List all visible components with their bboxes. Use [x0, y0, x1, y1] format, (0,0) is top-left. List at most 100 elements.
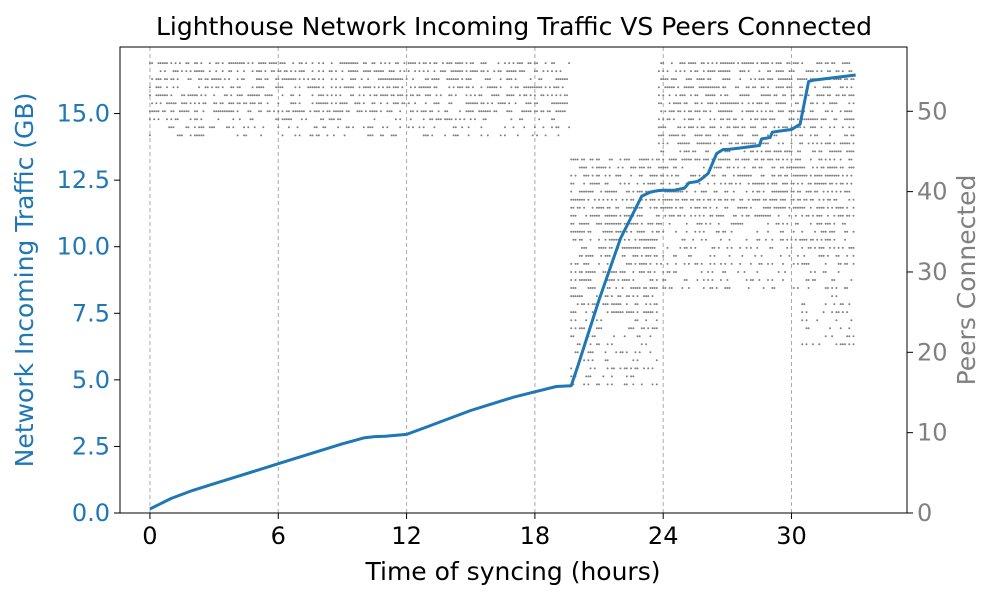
- peer-point: [788, 254, 791, 257]
- peer-point: [193, 94, 196, 97]
- peer-point: [848, 158, 851, 161]
- peer-point: [782, 198, 784, 201]
- peer-point: [350, 78, 352, 81]
- peer-point: [628, 295, 630, 298]
- peer-point: [698, 110, 701, 113]
- peer-point: [792, 182, 795, 185]
- peer-point: [679, 62, 682, 65]
- peer-point: [670, 134, 673, 137]
- peer-point: [694, 94, 697, 97]
- peer-point: [373, 62, 376, 65]
- peer-point: [726, 110, 729, 113]
- peer-point: [625, 383, 628, 386]
- peer-point: [578, 206, 581, 209]
- peer-point: [217, 110, 220, 113]
- peer-point: [418, 94, 421, 97]
- peer-point: [638, 271, 641, 273]
- peer-point: [687, 118, 690, 121]
- peer-point: [711, 174, 714, 177]
- peer-point: [726, 126, 729, 129]
- peer-point: [330, 86, 333, 89]
- peer-point: [820, 238, 823, 241]
- peer-point: [157, 110, 160, 113]
- peer-point: [743, 70, 746, 73]
- peer-point: [630, 230, 633, 233]
- peer-point: [816, 102, 819, 105]
- peer-point: [826, 222, 829, 225]
- peer-point: [352, 78, 355, 81]
- peer-point: [782, 182, 784, 185]
- peer-point: [610, 295, 613, 298]
- peer-point: [767, 222, 769, 225]
- peer-point: [574, 279, 577, 281]
- peer-point: [677, 126, 680, 129]
- peer-point: [437, 118, 440, 121]
- peer-point: [600, 319, 603, 322]
- peer-point: [474, 102, 476, 105]
- peer-point: [814, 134, 816, 137]
- peer-point: [354, 102, 357, 105]
- peer-point: [807, 287, 810, 289]
- peer-point: [371, 102, 374, 105]
- peer-point: [574, 198, 577, 201]
- peer-point: [741, 134, 744, 137]
- peer-point: [561, 102, 564, 105]
- peer-point: [606, 230, 609, 233]
- peer-point: [822, 271, 825, 273]
- peer-point: [694, 214, 697, 217]
- peer-point: [332, 118, 335, 121]
- peer-point: [270, 94, 273, 97]
- peer-point: [651, 230, 654, 233]
- peer-point: [610, 367, 613, 370]
- peer-point: [662, 134, 665, 137]
- peer-point: [666, 118, 669, 121]
- peer-point: [311, 62, 314, 65]
- peer-point: [193, 134, 196, 137]
- peer-point: [595, 327, 598, 330]
- peer-point: [741, 214, 744, 217]
- peer-point: [628, 238, 630, 241]
- peer-point: [503, 126, 506, 129]
- peer-point: [709, 78, 712, 81]
- peer-point: [465, 62, 468, 65]
- peer-point: [444, 134, 447, 137]
- peer-point: [281, 62, 284, 65]
- peer-point: [330, 78, 333, 81]
- peer-point: [555, 86, 558, 89]
- peer-point: [743, 158, 746, 161]
- peer-point: [835, 343, 838, 346]
- peer-point: [833, 102, 836, 105]
- peer-point: [707, 78, 710, 81]
- peer-point: [717, 230, 720, 233]
- peer-point: [640, 271, 643, 273]
- peer-point: [589, 214, 592, 217]
- peer-point: [822, 246, 825, 249]
- peer-point: [208, 126, 211, 129]
- peer-point: [638, 166, 641, 169]
- peer-point: [615, 351, 618, 354]
- peer-point: [583, 158, 586, 161]
- peer-point: [439, 94, 442, 97]
- peer-point: [814, 118, 816, 121]
- peer-point: [151, 102, 154, 105]
- peer-point: [307, 86, 310, 89]
- peer-point: [211, 78, 213, 81]
- peer-point: [178, 62, 181, 65]
- peer-point: [655, 279, 658, 281]
- peer-point: [816, 94, 819, 97]
- peer-point: [732, 190, 735, 193]
- peer-point: [176, 70, 179, 73]
- peer-point: [371, 62, 374, 65]
- peer-point: [628, 182, 630, 185]
- peer-point: [848, 70, 851, 73]
- peer-point: [782, 142, 784, 145]
- peer-point: [655, 262, 658, 265]
- peer-point: [730, 246, 733, 249]
- peer-point: [277, 110, 280, 113]
- peer-point: [572, 335, 575, 338]
- peer-point: [758, 182, 761, 185]
- peer-point: [801, 182, 804, 185]
- peer-point: [657, 158, 660, 161]
- peer-point: [835, 254, 838, 257]
- peer-point: [608, 166, 611, 169]
